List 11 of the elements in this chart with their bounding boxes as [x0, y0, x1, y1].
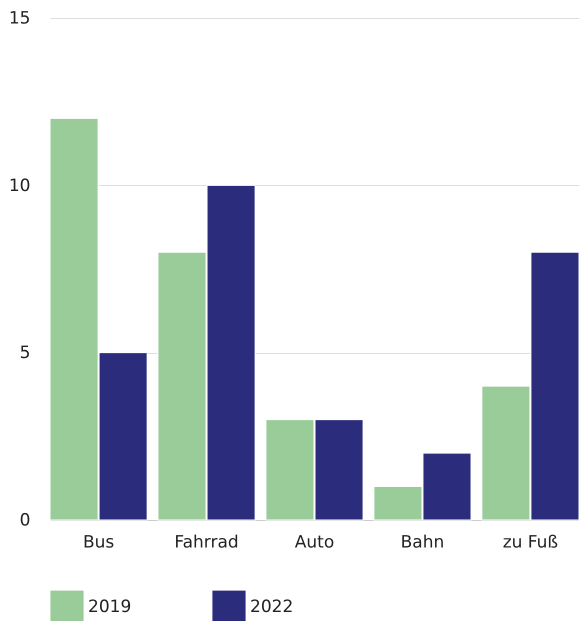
y-tick-label: 15	[8, 8, 30, 28]
y-tick-label: 10	[8, 176, 30, 196]
x-tick-label: Bus	[82, 532, 114, 552]
legend-label: 2022	[250, 597, 294, 618]
x-tick-label: Fahrrad	[174, 532, 239, 552]
x-tick-label: Auto	[294, 532, 334, 552]
x-tick-label: zu Fuß	[502, 532, 558, 552]
x-tick-label: Bahn	[400, 532, 444, 552]
y-tick-label: 0	[20, 510, 30, 530]
y-tick-label: 5	[20, 343, 30, 364]
legend-label: 2019	[88, 597, 132, 618]
